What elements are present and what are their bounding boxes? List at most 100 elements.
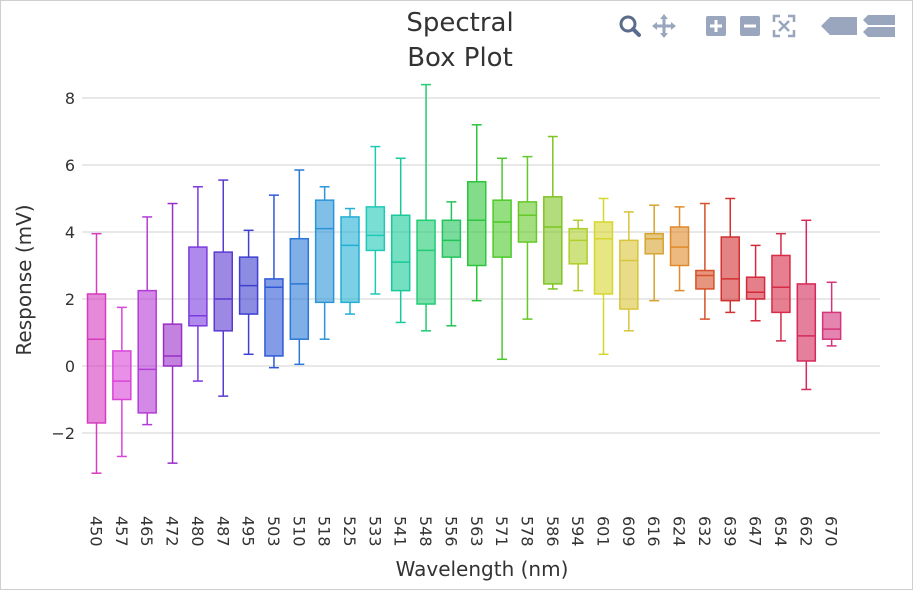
box-body[interactable] <box>771 254 791 314</box>
pan-button[interactable] <box>647 9 681 43</box>
box-body[interactable] <box>365 206 386 252</box>
box-487[interactable] <box>213 179 233 397</box>
box-670[interactable] <box>821 281 842 347</box>
hover-compare-button[interactable] <box>859 9 899 43</box>
box-body[interactable] <box>112 350 132 401</box>
x-tick-label: 578 <box>517 516 536 547</box>
box-body[interactable] <box>340 216 360 304</box>
y-tick-label: 4 <box>65 223 75 242</box>
box-616[interactable] <box>644 204 664 302</box>
box-541[interactable] <box>390 157 411 324</box>
autoscale-button[interactable] <box>767 9 801 43</box>
y-tick-label: 2 <box>65 290 75 309</box>
box-body[interactable] <box>188 246 208 327</box>
box-body[interactable] <box>314 199 335 304</box>
box-457[interactable] <box>112 306 132 458</box>
box-624[interactable] <box>669 206 690 292</box>
box-450[interactable] <box>86 232 107 474</box>
box-body[interactable] <box>213 251 233 332</box>
box-647[interactable] <box>745 244 766 322</box>
box-586[interactable] <box>543 135 563 290</box>
x-tick-label: 541 <box>391 516 410 547</box>
x-tick-label: 586 <box>543 516 562 547</box>
box-body[interactable] <box>264 278 284 357</box>
box-563[interactable] <box>467 124 487 302</box>
box-body[interactable] <box>416 219 436 305</box>
box-480[interactable] <box>188 186 208 382</box>
x-tick-label: 571 <box>492 516 511 547</box>
x-tick-label: 632 <box>695 516 714 547</box>
box-body[interactable] <box>543 196 563 285</box>
pan-arrows-icon <box>652 14 676 38</box>
y-tick-label: 0 <box>65 357 75 376</box>
box-465[interactable] <box>137 216 157 426</box>
x-tick-label: 457 <box>112 516 131 547</box>
x-axis-title: Wavelength (nm) <box>396 557 569 581</box>
box-body[interactable] <box>644 232 664 255</box>
box-body[interactable] <box>390 214 411 292</box>
box-472[interactable] <box>162 202 183 464</box>
modebar-group-zoom <box>699 6 803 46</box>
box-601[interactable] <box>593 197 614 356</box>
x-tick-label: 465 <box>137 516 156 547</box>
box-632[interactable] <box>695 202 715 320</box>
box-body[interactable] <box>467 181 487 267</box>
x-tick-label: 487 <box>213 516 232 547</box>
box-556[interactable] <box>441 201 462 327</box>
zoom-button[interactable] <box>613 9 647 43</box>
box-body[interactable] <box>720 236 740 302</box>
box-body[interactable] <box>745 276 766 300</box>
box-503[interactable] <box>264 194 284 369</box>
x-tick-label: 624 <box>670 516 689 547</box>
box-body[interactable] <box>289 237 310 340</box>
zoom-out-minus-icon <box>740 16 760 36</box>
box-body[interactable] <box>821 311 842 340</box>
box-654[interactable] <box>771 232 791 342</box>
box-series[interactable] <box>86 83 842 474</box>
y-tick-label: 6 <box>65 156 75 175</box>
box-body[interactable] <box>86 293 107 424</box>
zoom-in-plus-icon <box>706 16 726 36</box>
hover-closest-button[interactable] <box>819 9 859 43</box>
box-609[interactable] <box>619 211 639 332</box>
zoom-out-button[interactable] <box>733 9 767 43</box>
box-578[interactable] <box>517 155 538 320</box>
x-tick-label: 639 <box>720 516 739 547</box>
box-body[interactable] <box>137 289 157 414</box>
box-body[interactable] <box>593 221 614 295</box>
box-594[interactable] <box>568 219 588 292</box>
box-495[interactable] <box>238 229 259 356</box>
box-body[interactable] <box>695 269 715 290</box>
box-body[interactable] <box>669 226 690 267</box>
box-body[interactable] <box>492 199 512 258</box>
box-body[interactable] <box>796 283 817 362</box>
box-body[interactable] <box>162 323 183 367</box>
box-body[interactable] <box>441 219 462 258</box>
x-tick-label: 472 <box>163 516 182 547</box>
box-662[interactable] <box>796 219 817 391</box>
x-tick-label: 450 <box>87 516 106 547</box>
box-body[interactable] <box>568 227 588 265</box>
chart-title-line-1: Spectral <box>406 8 513 38</box>
box-533[interactable] <box>365 145 386 295</box>
y-tick-label: −2 <box>51 424 75 443</box>
x-tick-label: 510 <box>289 516 308 547</box>
box-548[interactable] <box>416 83 436 332</box>
x-tick-label: 616 <box>644 516 663 547</box>
box-510[interactable] <box>289 169 310 366</box>
box-571[interactable] <box>492 157 512 361</box>
zoom-in-button[interactable] <box>699 9 733 43</box>
x-tick-label: 525 <box>340 516 359 547</box>
box-525[interactable] <box>340 207 360 315</box>
box-518[interactable] <box>314 186 335 340</box>
box-body[interactable] <box>517 201 538 243</box>
x-tick-label: 563 <box>467 516 486 547</box>
box-639[interactable] <box>720 197 740 314</box>
y-axis-title: Response (mV) <box>12 204 36 355</box>
x-tick-label: 601 <box>594 516 613 547</box>
x-tick-label: 662 <box>796 516 815 547</box>
zoom-magnifier-icon <box>619 15 641 37</box>
box-body[interactable] <box>619 239 639 310</box>
x-tick-label: 503 <box>264 516 283 547</box>
